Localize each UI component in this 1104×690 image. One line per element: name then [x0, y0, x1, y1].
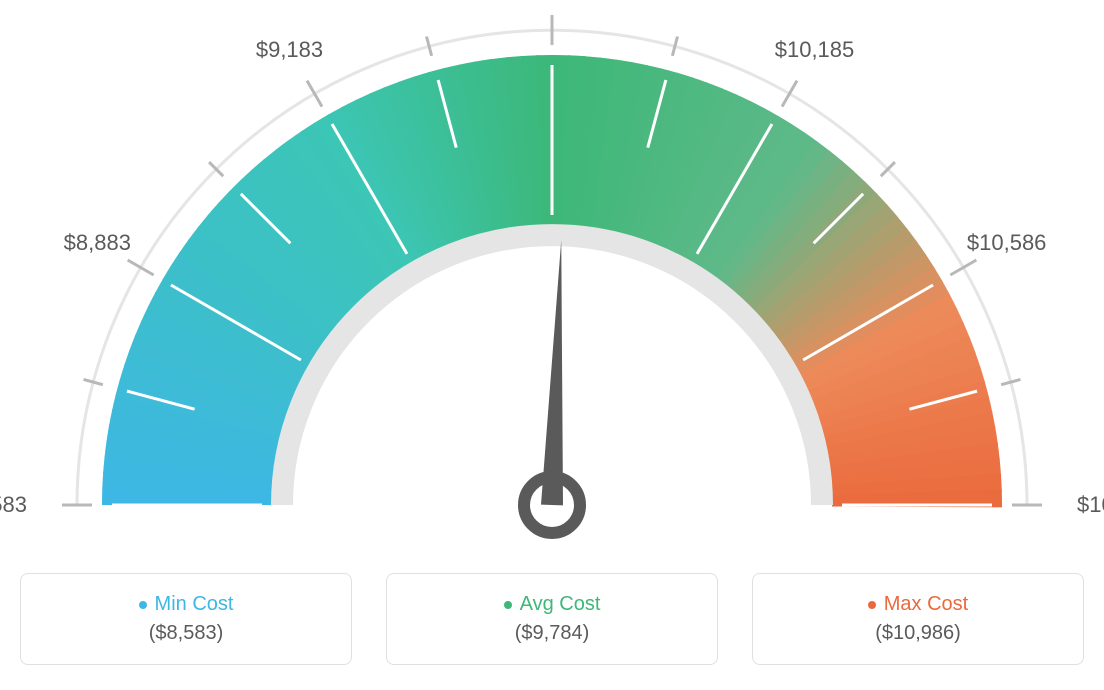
- gauge-tick-label: $9,183: [256, 37, 323, 63]
- gauge-tick-label: $10,586: [967, 230, 1047, 256]
- legend-dot-max: [868, 601, 876, 609]
- gauge-tick-label: $8,883: [64, 230, 131, 256]
- legend-title-avg: Avg Cost: [504, 593, 601, 616]
- legend-title-avg-text: Avg Cost: [520, 593, 601, 616]
- gauge-svg: [0, 0, 1104, 555]
- cost-gauge-chart: $8,583$8,883$9,183$9,784$10,185$10,586$1…: [0, 0, 1104, 690]
- legend-value-max: ($10,986): [875, 622, 961, 645]
- legend-value-min: ($8,583): [149, 622, 224, 645]
- legend-value-avg: ($9,784): [515, 622, 590, 645]
- gauge-tick-label: $8,583: [0, 492, 27, 518]
- legend-dot-avg: [504, 601, 512, 609]
- gauge-tick-label: $10,185: [775, 37, 855, 63]
- legend-title-min: Min Cost: [139, 593, 234, 616]
- legend-title-max-text: Max Cost: [884, 593, 968, 616]
- legend-box-max: Max Cost ($10,986): [752, 573, 1084, 665]
- legend-box-avg: Avg Cost ($9,784): [386, 573, 718, 665]
- gauge-area: [0, 0, 1104, 555]
- legend-title-max: Max Cost: [868, 593, 968, 616]
- legend-box-min: Min Cost ($8,583): [20, 573, 352, 665]
- legend-dot-min: [139, 601, 147, 609]
- legend-row: Min Cost ($8,583) Avg Cost ($9,784) Max …: [0, 573, 1104, 665]
- legend-title-min-text: Min Cost: [155, 593, 234, 616]
- gauge-tick-label: $10,986: [1077, 492, 1104, 518]
